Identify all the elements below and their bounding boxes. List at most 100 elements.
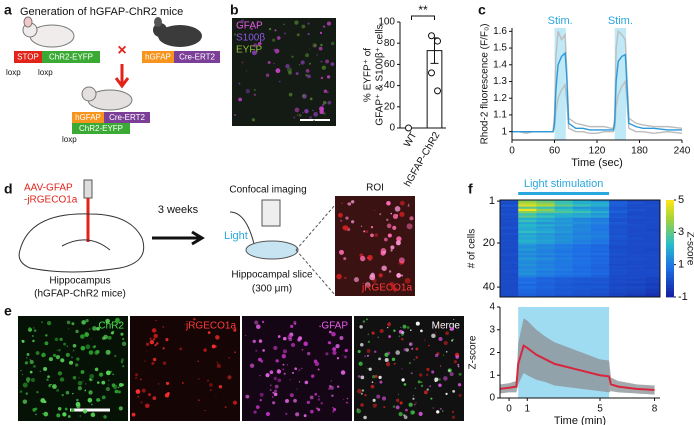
speck [443,376,448,381]
speck [57,371,63,376]
speck [336,273,342,280]
speck [54,337,59,342]
heat-cell [627,246,646,249]
y-tick-label: 0 [389,123,395,134]
heat-cell [627,290,646,293]
heat-cell [590,235,610,238]
speck [255,405,260,409]
arrow [152,230,205,246]
speck [371,381,374,383]
speck [22,382,28,388]
heat-cell [554,288,574,291]
speck [406,326,410,329]
heat-cell [645,208,661,212]
speck [298,369,301,372]
speck [330,62,335,66]
speck [165,337,169,342]
speck [350,200,355,204]
speck [306,400,311,405]
slice-label: Hippocampal slice [231,270,313,281]
micrograph [232,18,336,126]
heat-cell [627,281,646,285]
heat-cell [645,281,661,285]
speck [369,274,376,281]
speck [393,329,396,333]
heat-cell [590,211,610,214]
speck [216,361,218,363]
speck [388,335,391,338]
speck [283,372,286,375]
speck [198,378,200,380]
heat-cell [536,261,555,265]
speck [370,233,374,238]
speck [428,344,430,347]
speck [245,88,251,94]
heat-cell [590,244,610,247]
heat-cell [536,281,555,285]
stim-label: Light stimulation [524,178,604,190]
x-axis-label: Time (sec) [571,157,623,169]
speck [336,385,340,388]
speck [271,395,274,398]
speck [361,389,365,392]
y-tick-label: 60 [384,59,396,70]
speck [250,27,253,31]
heat-cell [590,294,610,298]
heat-cell [645,239,661,243]
heat-cell [500,274,519,278]
speck [26,357,28,359]
heat-cell [500,270,519,274]
heat-cell [572,233,592,236]
heat-cell [627,263,646,267]
heat-cell [536,213,555,216]
heat-cell [590,277,610,280]
speck [65,390,70,395]
speck [29,359,31,361]
y-tick-label: 1.4 [493,59,507,70]
speck [289,393,294,398]
speck [360,403,364,407]
heat-cell [590,279,610,282]
heat-cell [536,244,555,247]
speck [343,257,347,261]
speck [346,397,349,400]
speck [111,323,114,326]
speck [328,387,331,390]
heat-cell [609,208,628,212]
speck [407,203,410,206]
speck [269,370,274,375]
heat-cell [590,257,610,260]
heat-cell [590,202,610,205]
speck [209,383,213,387]
speck [360,392,363,395]
heat-cell [590,285,610,289]
speck [57,407,62,411]
heat-cell [500,241,519,245]
colorbar-swatch [666,242,674,246]
heat-cell [572,283,592,287]
colorbar-swatch [666,290,674,295]
speck [413,403,416,406]
speck [272,391,275,394]
speck [330,41,335,46]
speck [255,349,258,352]
speck [452,389,456,393]
speck [378,273,383,278]
gene-label: hGFAP [145,53,171,62]
speck [137,395,140,398]
heat-cell [518,261,537,265]
speck [151,361,155,365]
heat-cell [500,246,519,249]
heat-cell [536,241,555,245]
speck [275,52,277,54]
heat-cell [500,226,519,229]
speck [367,257,369,259]
speck [68,328,70,330]
heat-cell [627,259,646,263]
colorbar-swatch [666,222,674,227]
speck [420,329,423,333]
heat-cell [554,217,574,221]
colorbar-swatch [666,209,674,214]
heat-cell [554,292,574,296]
heat-cell [518,246,537,249]
